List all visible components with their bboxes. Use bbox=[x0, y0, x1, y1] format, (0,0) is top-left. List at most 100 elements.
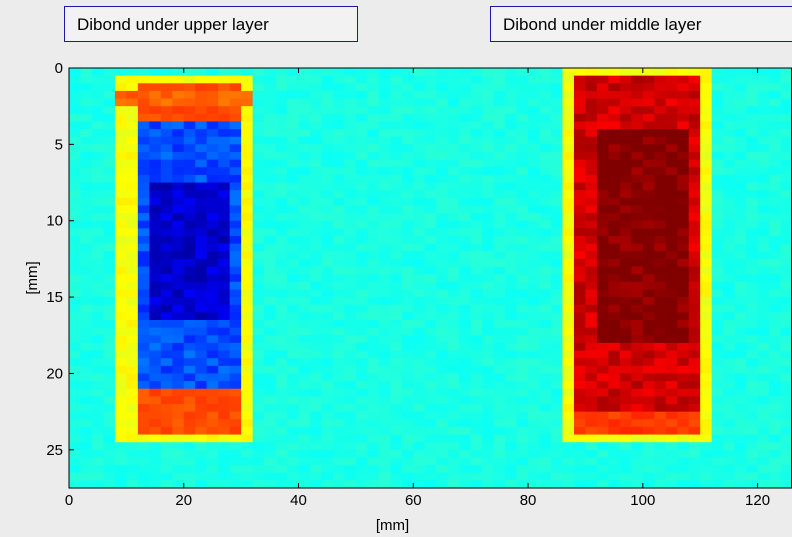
heatmap-cell bbox=[413, 465, 426, 474]
heatmap-cell bbox=[183, 144, 196, 153]
heatmap-cell bbox=[91, 205, 105, 214]
heatmap-cell bbox=[447, 152, 460, 161]
heatmap-cell bbox=[505, 472, 518, 481]
heatmap-cell bbox=[229, 404, 242, 413]
heatmap-cell bbox=[264, 411, 277, 420]
heatmap-cell bbox=[723, 426, 736, 436]
heatmap-cell bbox=[413, 388, 426, 397]
heatmap-cell bbox=[218, 159, 231, 168]
heatmap-cell bbox=[206, 236, 219, 245]
heatmap-cell bbox=[562, 243, 575, 252]
heatmap-cell bbox=[401, 274, 414, 283]
heatmap-cell bbox=[505, 205, 518, 214]
heatmap-cell bbox=[355, 266, 368, 275]
heatmap-cell bbox=[287, 159, 300, 168]
heatmap-cell bbox=[241, 480, 254, 489]
heatmap-cell bbox=[172, 243, 185, 252]
heatmap-cell bbox=[172, 182, 185, 191]
heatmap-cell bbox=[149, 220, 162, 229]
heatmap-cell bbox=[69, 75, 82, 84]
heatmap-cell bbox=[551, 342, 564, 352]
heatmap-cell bbox=[344, 365, 357, 375]
heatmap-cell bbox=[264, 281, 277, 291]
heatmap-cell bbox=[757, 426, 770, 436]
heatmap-cell bbox=[195, 297, 208, 306]
heatmap-cell bbox=[757, 182, 770, 191]
heatmap-cell bbox=[493, 289, 506, 298]
heatmap-cell bbox=[608, 228, 621, 237]
heatmap-cell bbox=[287, 358, 300, 367]
heatmap-cell bbox=[390, 144, 403, 153]
heatmap-cell bbox=[137, 411, 150, 420]
heatmap-cell bbox=[126, 220, 139, 229]
heatmap-cell bbox=[355, 388, 368, 397]
heatmap-cell bbox=[229, 312, 242, 321]
heatmap-cell bbox=[482, 327, 495, 336]
heatmap-cell bbox=[367, 136, 380, 145]
heatmap-cell bbox=[470, 236, 483, 245]
heatmap-cell bbox=[137, 434, 150, 443]
heatmap-cell bbox=[596, 136, 609, 145]
heatmap-cell bbox=[631, 144, 644, 153]
heatmap-cell bbox=[573, 358, 587, 367]
heatmap-cell bbox=[264, 106, 277, 115]
heatmap-cell bbox=[608, 426, 621, 436]
heatmap-cell bbox=[677, 312, 690, 321]
heatmap-cell bbox=[619, 251, 632, 260]
heatmap-cell bbox=[573, 106, 587, 115]
heatmap-cell bbox=[91, 68, 105, 77]
heatmap-cell bbox=[160, 136, 173, 145]
heatmap-cell bbox=[264, 98, 277, 107]
heatmap-cell bbox=[505, 220, 518, 229]
heatmap-cell bbox=[310, 274, 323, 283]
heatmap-cell bbox=[459, 388, 472, 397]
heatmap-cell bbox=[114, 144, 127, 153]
heatmap-cell bbox=[264, 358, 277, 367]
heatmap-cell bbox=[126, 190, 139, 199]
heatmap-cell bbox=[275, 106, 288, 115]
heatmap-cell bbox=[183, 320, 196, 329]
heatmap-cell bbox=[344, 90, 357, 100]
heatmap-cell bbox=[677, 342, 690, 352]
heatmap-cell bbox=[378, 243, 391, 252]
heatmap-cell bbox=[241, 98, 254, 107]
heatmap-cell bbox=[424, 75, 437, 84]
heatmap-cell bbox=[195, 266, 208, 275]
heatmap-cell bbox=[780, 106, 792, 115]
heatmap-cell bbox=[654, 304, 667, 313]
heatmap-cell bbox=[780, 152, 792, 161]
heatmap-cell bbox=[80, 167, 93, 176]
heatmap-cell bbox=[608, 289, 621, 298]
heatmap-cell bbox=[562, 342, 575, 352]
heatmap-cell bbox=[470, 358, 483, 367]
heatmap-cell bbox=[252, 197, 265, 207]
heatmap-cell bbox=[528, 289, 541, 298]
heatmap-cell bbox=[769, 297, 782, 306]
heatmap-cell bbox=[298, 213, 311, 222]
heatmap-cell bbox=[551, 388, 564, 397]
heatmap-cell bbox=[642, 152, 655, 161]
heatmap-cell bbox=[642, 144, 655, 153]
heatmap-cell bbox=[229, 281, 242, 291]
heatmap-cell bbox=[436, 152, 449, 161]
heatmap-cell bbox=[482, 335, 495, 344]
heatmap-cell bbox=[654, 197, 667, 207]
heatmap-cell bbox=[780, 327, 792, 336]
heatmap-cell bbox=[734, 419, 747, 428]
heatmap-cell bbox=[516, 350, 529, 359]
heatmap-cell bbox=[619, 411, 632, 420]
heatmap-cell bbox=[482, 350, 495, 359]
heatmap-cell bbox=[355, 411, 368, 420]
heatmap-cell bbox=[218, 213, 231, 222]
heatmap-cell bbox=[436, 442, 449, 451]
heatmap-cell bbox=[596, 274, 609, 283]
heatmap-cell bbox=[596, 304, 609, 313]
heatmap-cell bbox=[654, 442, 667, 451]
heatmap-cell bbox=[482, 419, 495, 428]
heatmap-cell bbox=[642, 243, 655, 252]
heatmap-cell bbox=[631, 312, 644, 321]
heatmap-cell bbox=[332, 396, 346, 405]
heatmap-cell bbox=[493, 281, 506, 291]
heatmap-cell bbox=[585, 350, 598, 359]
heatmap-cell bbox=[608, 159, 621, 168]
